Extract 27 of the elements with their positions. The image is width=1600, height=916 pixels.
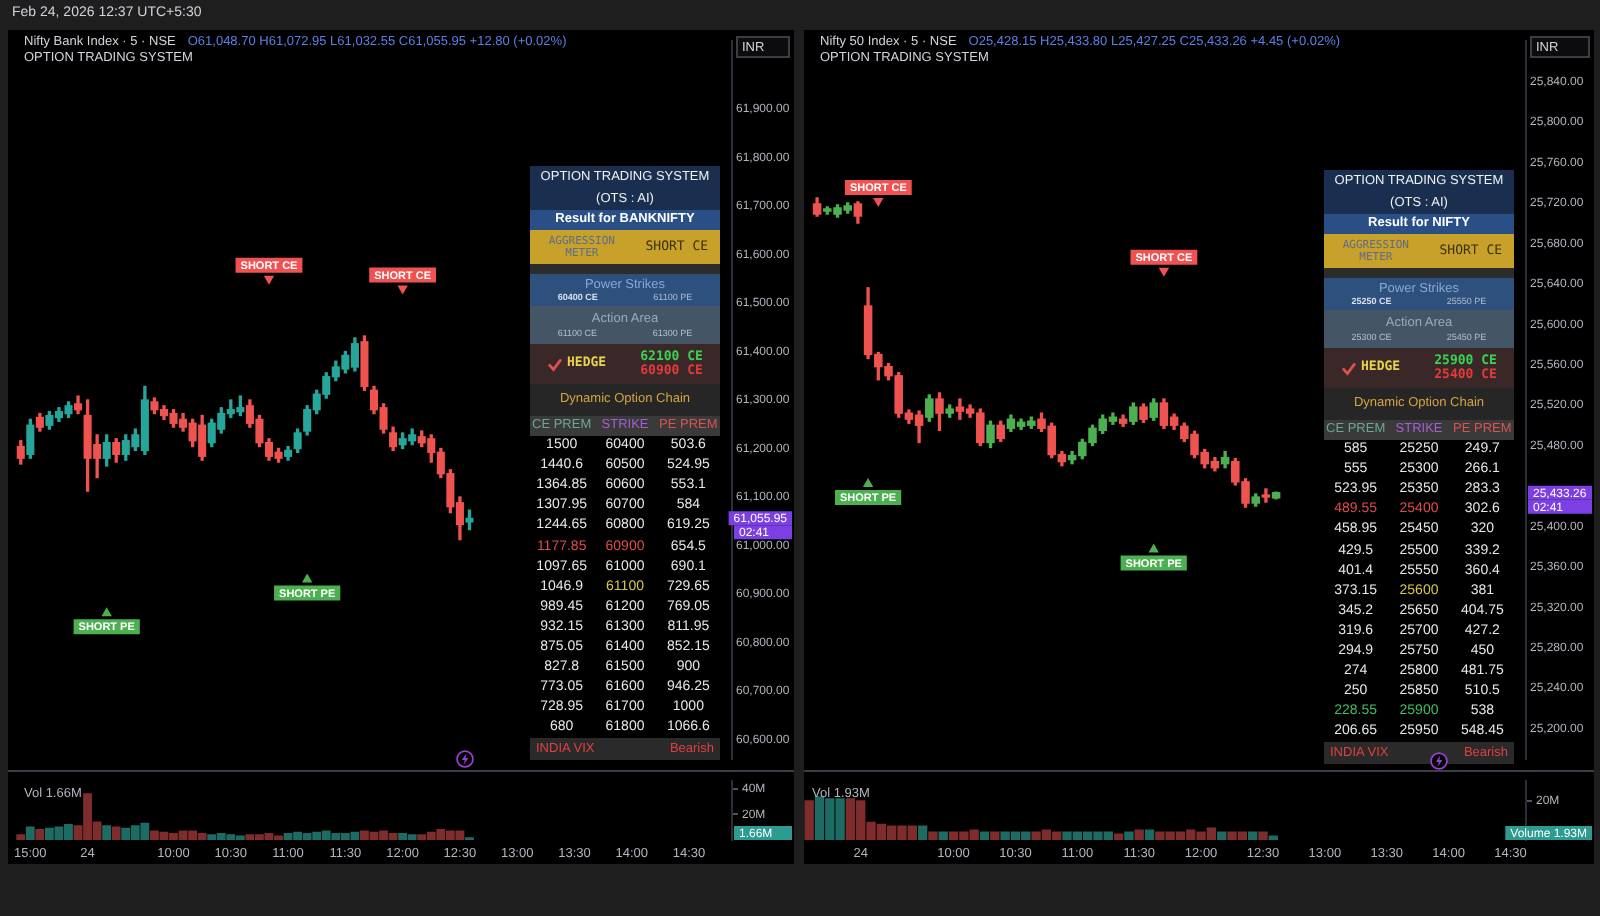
bar <box>102 825 112 840</box>
point <box>397 285 408 295</box>
point <box>862 477 874 487</box>
bar <box>1134 829 1144 840</box>
bar <box>1247 831 1258 840</box>
bar <box>35 829 45 840</box>
bar <box>938 831 948 840</box>
bar <box>1217 831 1227 840</box>
bar <box>16 834 26 840</box>
point <box>301 573 313 583</box>
bar <box>917 825 928 840</box>
bar <box>1258 831 1268 840</box>
bar <box>1113 833 1124 840</box>
bar <box>25 826 35 840</box>
bar <box>804 800 814 840</box>
point <box>101 607 112 617</box>
bar <box>1144 829 1155 840</box>
point <box>1158 267 1170 277</box>
bar <box>111 826 121 840</box>
bar <box>979 831 990 840</box>
point <box>263 275 275 285</box>
point <box>873 197 884 207</box>
bar <box>928 831 938 840</box>
bar <box>1124 831 1134 840</box>
candlestick <box>1261 488 1271 503</box>
bar <box>990 831 1000 840</box>
point <box>1148 543 1159 553</box>
